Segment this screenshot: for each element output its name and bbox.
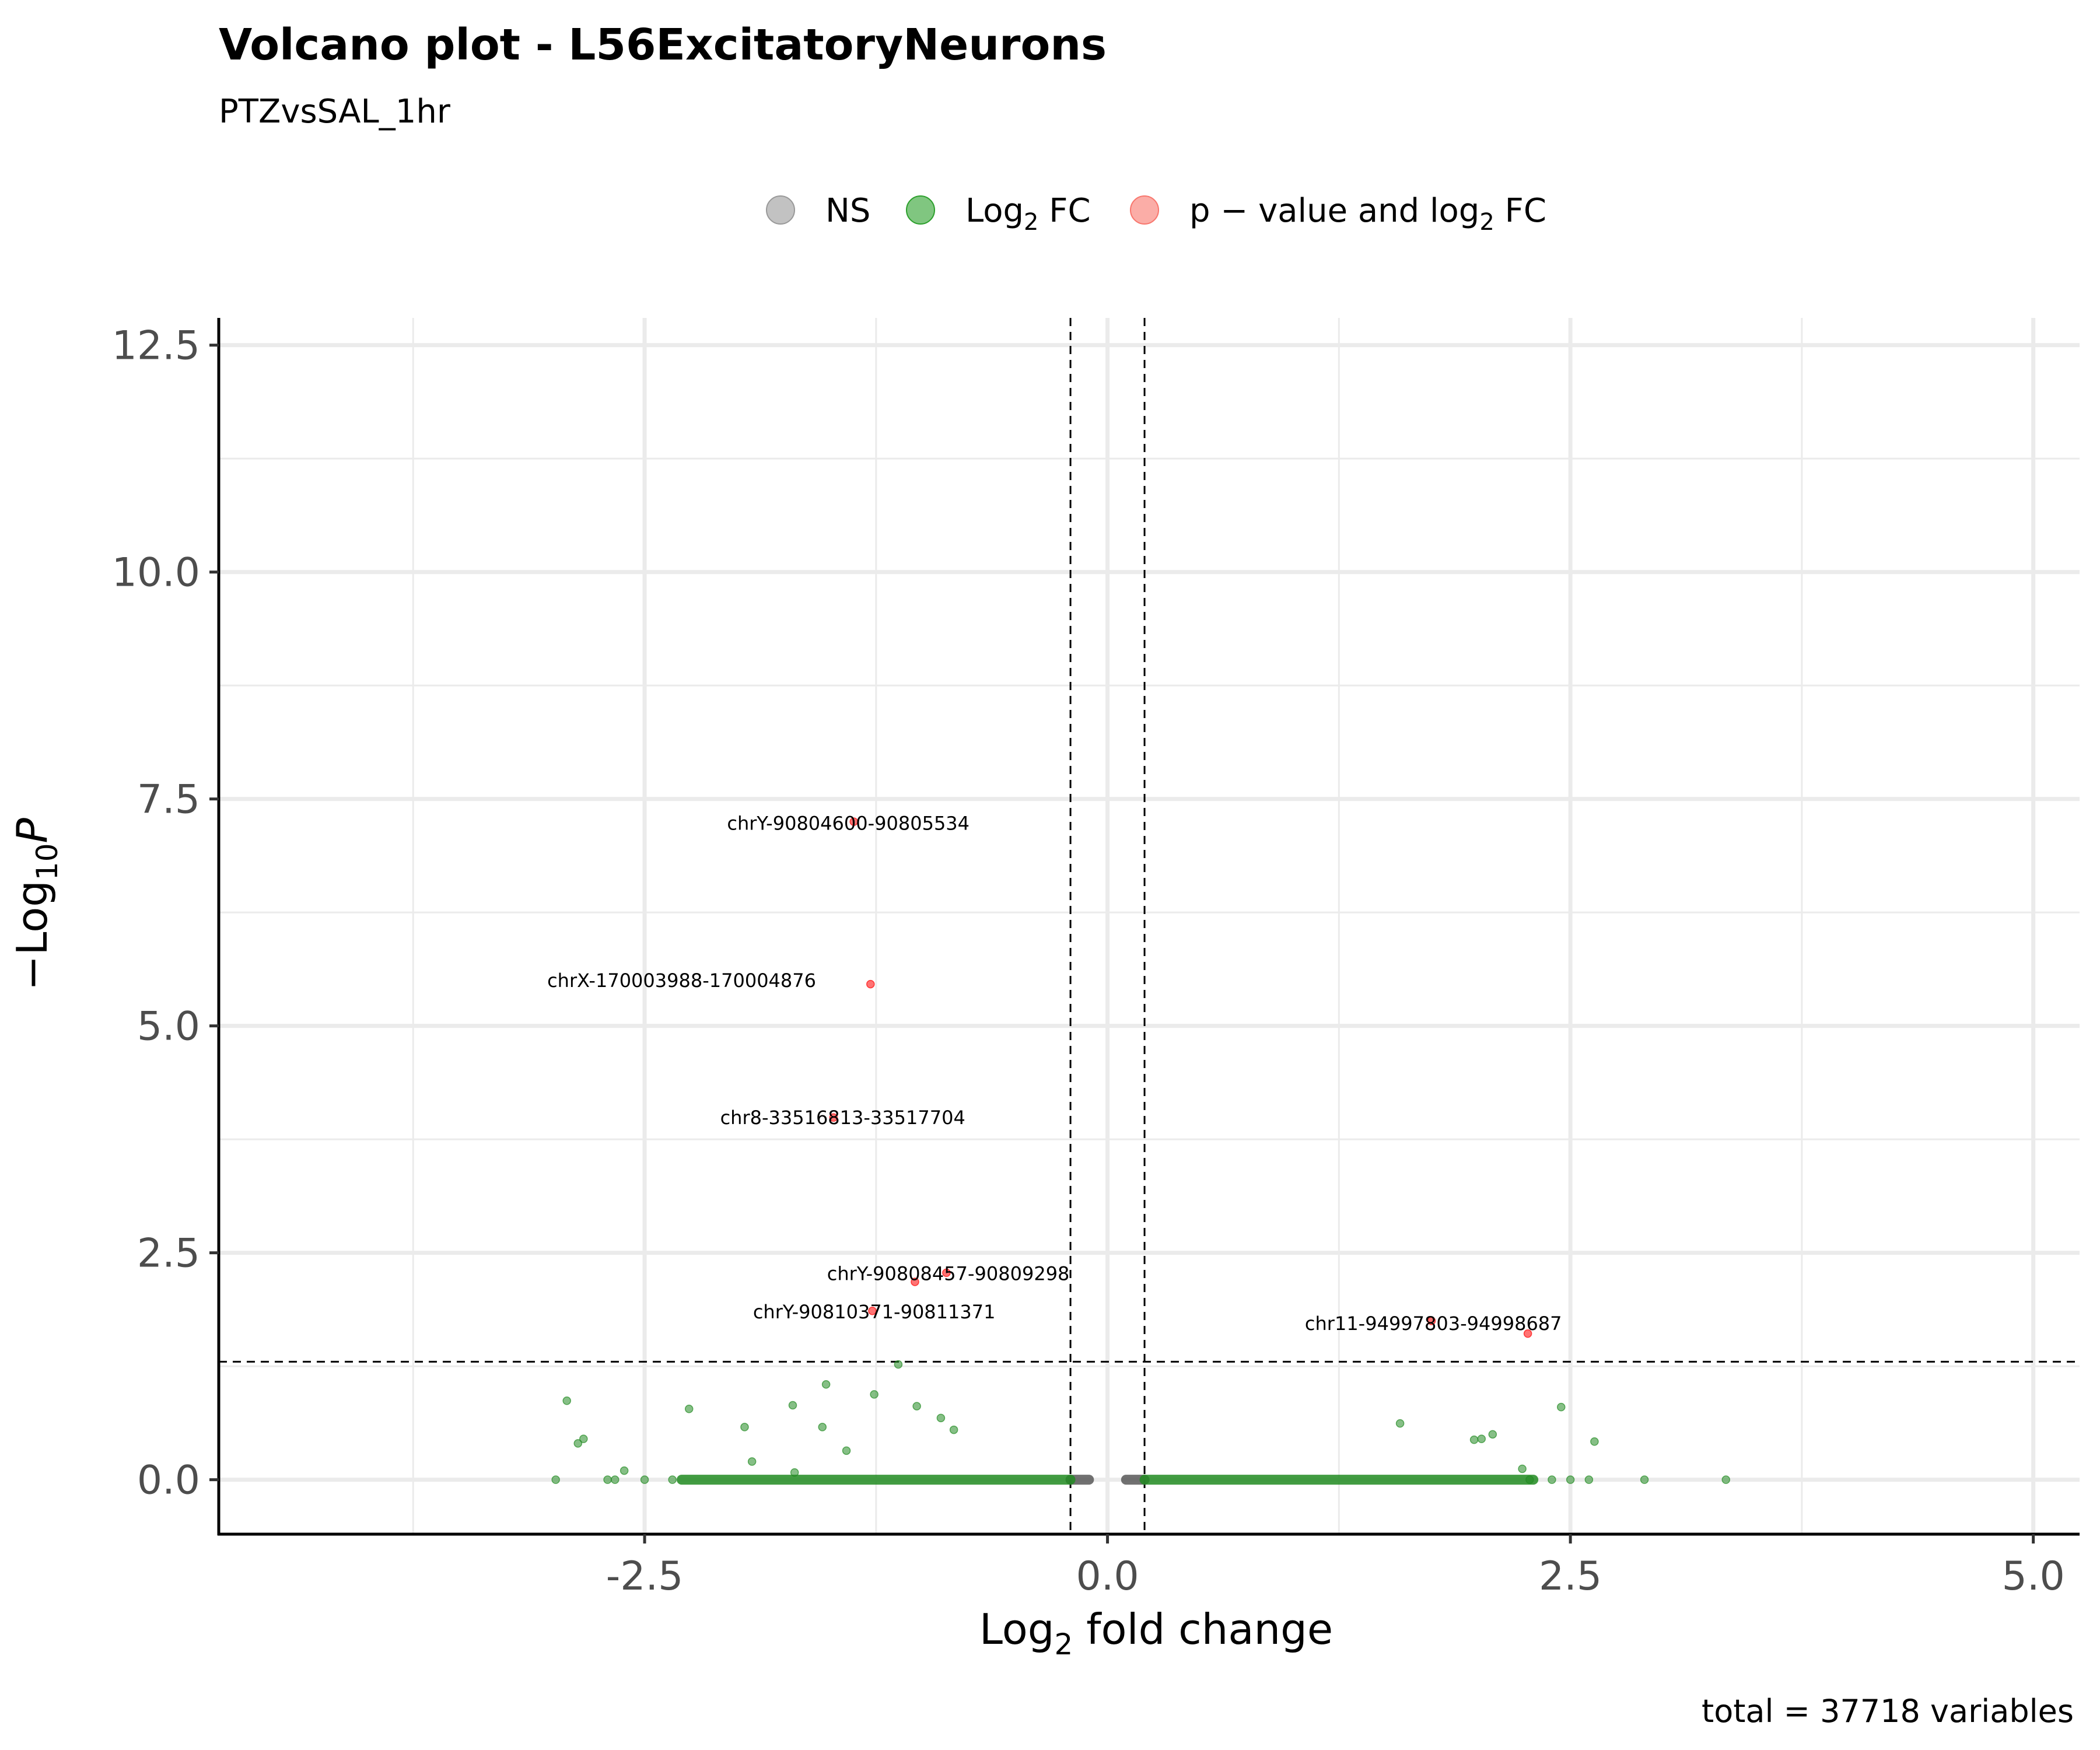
data-point-fc [603, 1475, 612, 1484]
data-point-fc [747, 1457, 757, 1466]
data-point-pfc [849, 817, 858, 826]
data-point-fc [1525, 1475, 1534, 1484]
y-axis-title-subscript: 10 [30, 843, 64, 880]
data-point-fc [1584, 1475, 1594, 1484]
y-axis-title-main: −Log [8, 880, 57, 991]
chart-title: Volcano plot - L56ExcitatoryNeurons [219, 20, 1107, 70]
legend-item-ns: NS [766, 192, 870, 230]
x-axis-title-main: Log [979, 1605, 1055, 1654]
data-point-fc [611, 1475, 620, 1484]
x-tick-label: -2.5 [606, 1553, 684, 1600]
chart-caption: total = 37718 variables [1702, 1693, 2074, 1730]
data-point-pfc [1427, 1317, 1436, 1325]
axes [217, 318, 2080, 1536]
legend-key-ns [766, 195, 795, 225]
data-point-fc [912, 1402, 921, 1410]
data-point-fc [1469, 1435, 1479, 1444]
x-axis-title-rest: fold change [1073, 1605, 1333, 1654]
data-point-fc [842, 1446, 851, 1455]
point-label: chr11-94997803-94998687 [1305, 1312, 1562, 1335]
y-tick-label: 2.5 [137, 1231, 200, 1277]
data-point-pfc [1523, 1329, 1532, 1338]
y-axis-title: −Log10P [8, 817, 64, 991]
point-labels: chrY-90804600-90805534 chrX-170003988-170… [547, 813, 1562, 1335]
x-axis-title-subscript: 2 [1054, 1628, 1073, 1661]
cutoff-lines [219, 318, 2080, 1534]
y-tick-label: 7.5 [137, 777, 200, 823]
data-point-fc [551, 1475, 560, 1484]
data-point-fc [818, 1423, 827, 1432]
data-point-fc [1395, 1419, 1405, 1428]
data-point-fc [870, 1390, 878, 1399]
data-point-fc [740, 1423, 749, 1432]
data-point-fc [579, 1434, 588, 1443]
data-point-fc [1488, 1430, 1497, 1439]
data-point-fc [668, 1475, 677, 1484]
point-label: chrY-90804600-90805534 [727, 813, 970, 835]
legend-label-fc: Log2 FC [965, 192, 1091, 236]
data-point-fc [1590, 1437, 1599, 1446]
data-point-fc [1566, 1475, 1575, 1484]
point-label: chrX-170003988-170004876 [547, 970, 816, 992]
y-tick-label: 10.0 [112, 550, 200, 596]
x-tick-label: 5.0 [2002, 1553, 2065, 1600]
data-point-fc [1721, 1475, 1730, 1484]
data-point-pfc [868, 1306, 877, 1315]
data-point-pfc [866, 979, 875, 989]
data-point-fc [620, 1466, 629, 1475]
legend-key-pfc [1130, 195, 1159, 225]
data-point-fc [821, 1380, 831, 1389]
chart-subtitle: PTZvsSAL_1hr [219, 93, 451, 131]
legend-item-fc: Log2 FC [906, 192, 1091, 236]
legend-key-fc [906, 195, 935, 225]
data-point-pfc [911, 1278, 919, 1286]
legend-label-pfc: p − value and log2 FC [1189, 192, 1546, 236]
data-point-fc [790, 1468, 799, 1477]
data-point-pfc [942, 1268, 951, 1278]
data-point-fc [1518, 1464, 1527, 1474]
y-tick-label: 0.0 [137, 1458, 200, 1504]
data-point-fc [1556, 1402, 1566, 1412]
y-axis-title-italic: P [8, 817, 57, 843]
grid [219, 318, 2080, 1534]
legend-item-pfc: p − value and log2 FC [1130, 192, 1546, 236]
data-point-fc [684, 1405, 694, 1413]
data-point-pfc [829, 1113, 838, 1122]
data-point-fc [1477, 1434, 1486, 1443]
x-axis-title: Log2 fold change [979, 1605, 1333, 1661]
data-point-fc [788, 1401, 797, 1410]
data-point-fc [894, 1360, 903, 1369]
data-points [551, 817, 1730, 1485]
x-tick-label: 2.5 [1539, 1553, 1602, 1600]
tick-labels: -2.5 0.0 2.5 5.0 0.0 2.5 5.0 7.5 10.0 12.5 [112, 323, 2065, 1600]
data-point-fc [949, 1425, 958, 1434]
point-label: chrY-90810371-90811371 [753, 1301, 996, 1323]
point-label: chr8-33516813-33517704 [720, 1107, 965, 1129]
y-tick-label: 5.0 [137, 1004, 200, 1050]
x-tick-label: 0.0 [1076, 1553, 1139, 1600]
data-point-fc [562, 1396, 571, 1405]
data-point-fc [573, 1439, 583, 1448]
data-point-fc [936, 1413, 946, 1423]
point-label: chrY-90808457-90809298 [827, 1262, 1070, 1284]
legend-label-ns: NS [825, 192, 870, 230]
data-point-fc [1640, 1475, 1649, 1484]
data-point-fc [640, 1475, 649, 1484]
y-tick-label: 12.5 [112, 323, 200, 369]
legend: NS Log2 FC p − value and log2 FC [766, 192, 1546, 236]
data-point-fc [1548, 1475, 1556, 1484]
